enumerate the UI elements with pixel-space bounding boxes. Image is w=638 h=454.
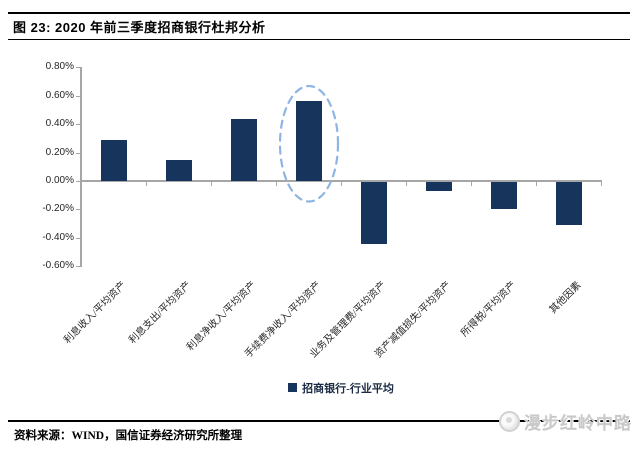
x-axis-tick <box>406 182 407 186</box>
footer-rule <box>8 420 630 422</box>
y-axis-tick-label: 0.00% <box>45 175 74 186</box>
x-axis-tick <box>341 182 342 186</box>
x-axis-tick <box>276 182 277 186</box>
bar <box>100 139 127 181</box>
watermark: 漫步红岭中路 <box>499 409 632 434</box>
y-axis-tick-label: 0.80% <box>45 61 74 73</box>
y-axis-tick-label: 0.40% <box>45 118 74 130</box>
y-axis-tick-label: -0.20% <box>42 203 74 215</box>
y-axis-tick <box>76 266 81 268</box>
legend-label: 招商银行-行业平均 <box>302 382 394 395</box>
y-axis-tick <box>76 67 81 69</box>
x-axis-label: 利息收入/平均资产 <box>61 279 129 347</box>
x-axis-tick <box>601 182 602 186</box>
y-axis-line <box>80 67 82 267</box>
figure-title: 图 23: 2020 年前三季度招商银行杜邦分析 <box>13 20 266 35</box>
top-rule <box>8 12 630 14</box>
x-axis-line <box>80 180 602 182</box>
legend-swatch-icon <box>288 383 298 392</box>
x-axis-label: 其他因素 <box>547 279 584 316</box>
bar <box>490 182 517 209</box>
x-axis-tick <box>471 182 472 186</box>
x-axis-label: 所得税/平均资产 <box>458 279 519 340</box>
bar <box>360 182 387 245</box>
x-axis-tick <box>146 182 147 186</box>
title-divider <box>8 39 630 40</box>
watermark-text: 漫步红岭中路 <box>524 414 632 433</box>
y-axis-tick-label: 0.60% <box>45 89 74 101</box>
y-axis-tick <box>76 124 81 126</box>
y-axis-tick <box>76 237 81 239</box>
x-axis-tick <box>536 182 537 186</box>
source-note: 资料来源：WIND，国信证券经济研究所整理 <box>14 430 243 442</box>
bar <box>165 159 192 181</box>
chart-legend: 招商银行-行业平均 <box>81 379 601 397</box>
bar <box>555 182 582 225</box>
y-axis-tick-label: -0.60% <box>42 260 74 272</box>
bar <box>425 182 452 191</box>
y-axis-tick-label: 0.20% <box>45 146 74 158</box>
bar <box>295 101 322 181</box>
y-axis-tick-label: -0.40% <box>42 231 74 243</box>
y-axis-tick <box>76 95 81 97</box>
x-axis-tick <box>211 182 212 186</box>
bar <box>230 118 257 181</box>
x-axis-label: 利息支出/平均资产 <box>126 279 194 347</box>
y-axis-tick <box>76 209 81 211</box>
y-axis-tick <box>76 152 81 154</box>
watermark-logo-icon <box>499 411 520 432</box>
y-axis-tick <box>76 181 81 182</box>
highlight-ellipse <box>278 85 339 204</box>
